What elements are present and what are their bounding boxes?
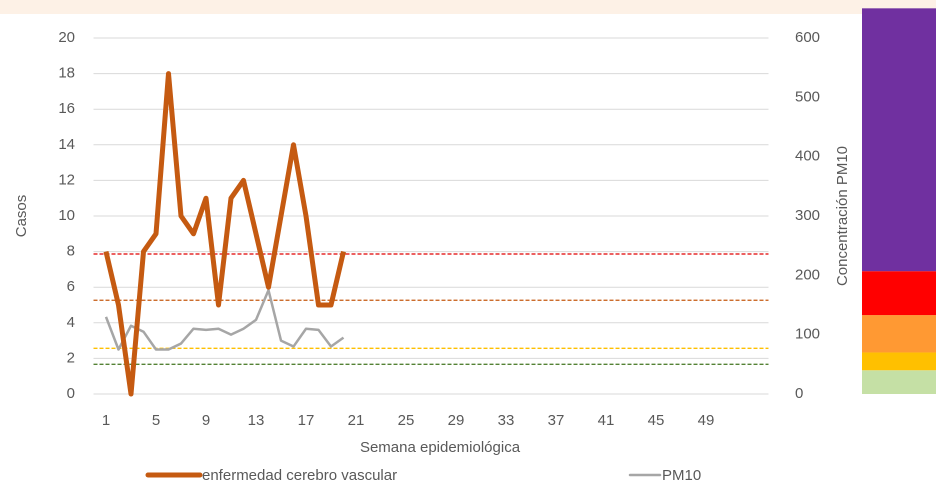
y-tick-label: 8 [67, 243, 75, 260]
y2-tick-label: 300 [795, 207, 820, 224]
y-tick-label: 0 [67, 385, 75, 402]
y2-tick-label: 200 [795, 266, 820, 283]
legend-label: enfermedad cerebro vascular [202, 467, 397, 484]
x-tick-label: 17 [298, 412, 315, 429]
x-tick-label: 29 [448, 412, 465, 429]
y2-axis-label: Concentración PM10 [834, 146, 851, 286]
x-tick-label: 21 [348, 412, 365, 429]
x-tick-label: 33 [498, 412, 515, 429]
y-tick-label: 10 [58, 207, 75, 224]
x-tick-label: 49 [698, 412, 715, 429]
x-tick-label: 41 [598, 412, 615, 429]
pm10-band [862, 352, 936, 371]
series-line [104, 288, 345, 351]
x-tick-label: 5 [152, 412, 160, 429]
y-tick-label: 2 [67, 349, 75, 366]
x-tick-label: 13 [248, 412, 265, 429]
x-tick-label: 1 [102, 412, 110, 429]
series-line [103, 71, 346, 397]
pm10-band [862, 8, 936, 272]
y2-tick-label: 600 [795, 29, 820, 46]
y-tick-label: 14 [58, 136, 75, 153]
y-tick-label: 6 [67, 278, 75, 295]
x-tick-label: 45 [648, 412, 665, 429]
y2-tick-label: 400 [795, 148, 820, 165]
x-tick-label: 9 [202, 412, 210, 429]
header-watermark [0, 0, 936, 14]
pm10-band [862, 315, 936, 353]
legend-label: PM10 [662, 467, 701, 484]
y2-tick-label: 500 [795, 88, 820, 105]
x-tick-label: 25 [398, 412, 415, 429]
y-tick-label: 16 [58, 100, 75, 117]
y2-tick-label: 100 [795, 326, 820, 343]
x-axis-label: Semana epidemiológica [360, 439, 521, 456]
y-tick-label: 4 [67, 314, 75, 331]
x-tick-label: 37 [548, 412, 565, 429]
y-axis-label: Casos [13, 195, 30, 238]
y-tick-label: 12 [58, 171, 75, 188]
pm10-band [862, 370, 936, 394]
pm10-band [862, 271, 936, 316]
y-tick-label: 20 [58, 29, 75, 46]
y2-tick-label: 0 [795, 385, 803, 402]
y-tick-label: 18 [58, 65, 75, 82]
